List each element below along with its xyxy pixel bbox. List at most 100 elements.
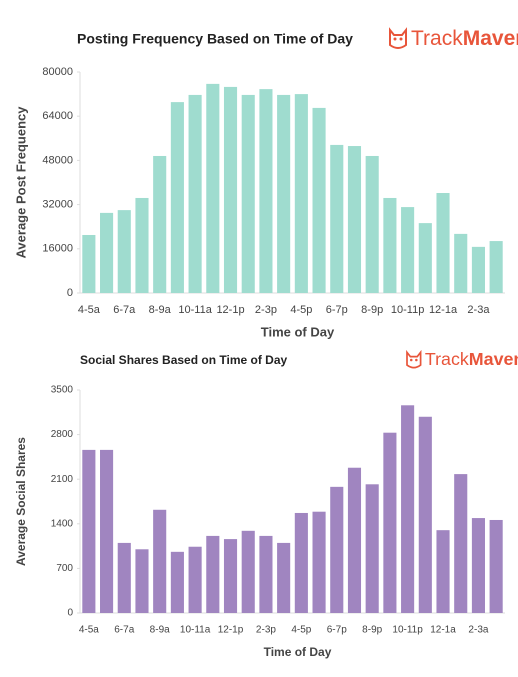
y-axis-title: Average Post Frequency bbox=[13, 106, 28, 259]
bar bbox=[117, 210, 131, 293]
x-tick-label: 6-7p bbox=[327, 625, 347, 636]
logo-bold: Maven bbox=[463, 27, 518, 50]
bar bbox=[365, 484, 379, 613]
bar bbox=[100, 449, 114, 613]
x-tick-label: 8-9p bbox=[362, 625, 382, 636]
logo-text: TrackMaven bbox=[411, 27, 518, 50]
logo-light: Track bbox=[411, 27, 463, 50]
logo-eye bbox=[415, 358, 418, 362]
bar bbox=[471, 518, 485, 613]
bar bbox=[330, 486, 344, 613]
bar bbox=[330, 144, 344, 293]
x-tick-label: 10-11a bbox=[180, 625, 211, 636]
logo-eye bbox=[409, 358, 413, 362]
bar bbox=[418, 416, 432, 613]
x-tick-label: 12-1a bbox=[429, 304, 458, 316]
bar bbox=[312, 107, 326, 293]
bar bbox=[454, 474, 468, 613]
logo-light: Track bbox=[425, 349, 469, 369]
y-tick-label: 48000 bbox=[42, 154, 73, 166]
logo-icon bbox=[406, 349, 422, 369]
bar bbox=[170, 551, 184, 613]
logo-bold: Maven bbox=[469, 349, 518, 369]
x-tick-label: 10-11p bbox=[391, 304, 424, 316]
bar bbox=[312, 511, 326, 613]
bar bbox=[100, 212, 114, 293]
bar bbox=[294, 94, 308, 293]
x-axis-title: Time of Day bbox=[264, 645, 332, 659]
y-tick-label: 2800 bbox=[51, 429, 74, 440]
bar bbox=[223, 539, 238, 613]
x-tick-label: 10-11p bbox=[392, 625, 423, 636]
bar bbox=[82, 234, 96, 293]
x-tick-label: 6-7a bbox=[113, 304, 136, 316]
x-tick-label: 4-5p bbox=[290, 304, 312, 316]
bar bbox=[135, 197, 149, 293]
bar bbox=[277, 542, 291, 613]
bar bbox=[153, 509, 167, 613]
y-tick-label: 0 bbox=[67, 287, 73, 299]
x-tick-label: 12-1a bbox=[430, 625, 456, 636]
bar bbox=[383, 197, 397, 293]
y-tick-label: 2100 bbox=[51, 474, 74, 485]
x-tick-label: 2-3a bbox=[468, 625, 488, 636]
bar bbox=[170, 102, 184, 293]
x-tick-label: 6-7p bbox=[326, 304, 348, 316]
bar bbox=[82, 449, 96, 613]
x-tick-label: 4-5a bbox=[78, 304, 101, 316]
logo-eye bbox=[393, 37, 397, 41]
bar bbox=[471, 246, 485, 293]
chart-title: Social Shares Based on Time of Day bbox=[80, 353, 288, 367]
bar bbox=[188, 94, 202, 294]
bar bbox=[117, 542, 131, 613]
bar bbox=[401, 207, 415, 293]
x-tick-label: 8-9a bbox=[149, 304, 172, 316]
logo: TrackMaven bbox=[389, 27, 518, 50]
bar bbox=[294, 512, 308, 613]
x-tick-label: 8-9a bbox=[150, 625, 170, 636]
x-tick-label: 4-5a bbox=[79, 625, 99, 636]
bar bbox=[418, 223, 432, 293]
x-tick-label: 12-1p bbox=[216, 304, 244, 316]
bar bbox=[153, 155, 167, 293]
x-tick-label: 2-3a bbox=[467, 304, 490, 316]
logo-text: TrackMaven bbox=[425, 349, 518, 369]
x-tick-label: 4-5p bbox=[291, 625, 311, 636]
bar bbox=[401, 405, 415, 613]
y-tick-label: 0 bbox=[67, 608, 73, 619]
x-tick-label: 8-9p bbox=[361, 304, 383, 316]
logo-icon bbox=[389, 27, 407, 49]
y-tick-label: 16000 bbox=[42, 243, 73, 255]
bar bbox=[383, 432, 397, 613]
y-axis-title: Average Social Shares bbox=[14, 437, 28, 566]
bar bbox=[489, 241, 503, 293]
x-tick-label: 10-11a bbox=[178, 304, 212, 316]
bar bbox=[454, 233, 468, 293]
y-tick-label: 80000 bbox=[42, 66, 73, 78]
bar bbox=[259, 89, 273, 293]
bar bbox=[259, 535, 273, 613]
y-tick-label: 3500 bbox=[51, 385, 74, 396]
bar bbox=[436, 530, 450, 613]
x-tick-label: 2-3p bbox=[255, 304, 277, 316]
bar bbox=[223, 86, 238, 293]
bar bbox=[489, 519, 503, 613]
y-tick-label: 64000 bbox=[42, 110, 73, 122]
x-tick-label: 2-3p bbox=[256, 625, 276, 636]
bar bbox=[241, 530, 255, 613]
y-tick-label: 1400 bbox=[51, 518, 74, 529]
logo: TrackMaven bbox=[406, 349, 518, 369]
bar bbox=[347, 467, 362, 613]
bar bbox=[436, 192, 450, 293]
bar bbox=[241, 94, 255, 294]
x-axis-title: Time of Day bbox=[261, 324, 335, 339]
y-tick-label: 700 bbox=[56, 563, 73, 574]
bar bbox=[347, 146, 362, 293]
logo-eye bbox=[399, 37, 403, 41]
y-tick-label: 32000 bbox=[42, 199, 73, 211]
bar bbox=[206, 83, 220, 293]
chart-title: Posting Frequency Based on Time of Day bbox=[77, 31, 353, 47]
x-tick-label: 12-1p bbox=[218, 625, 244, 636]
bar bbox=[277, 94, 291, 294]
